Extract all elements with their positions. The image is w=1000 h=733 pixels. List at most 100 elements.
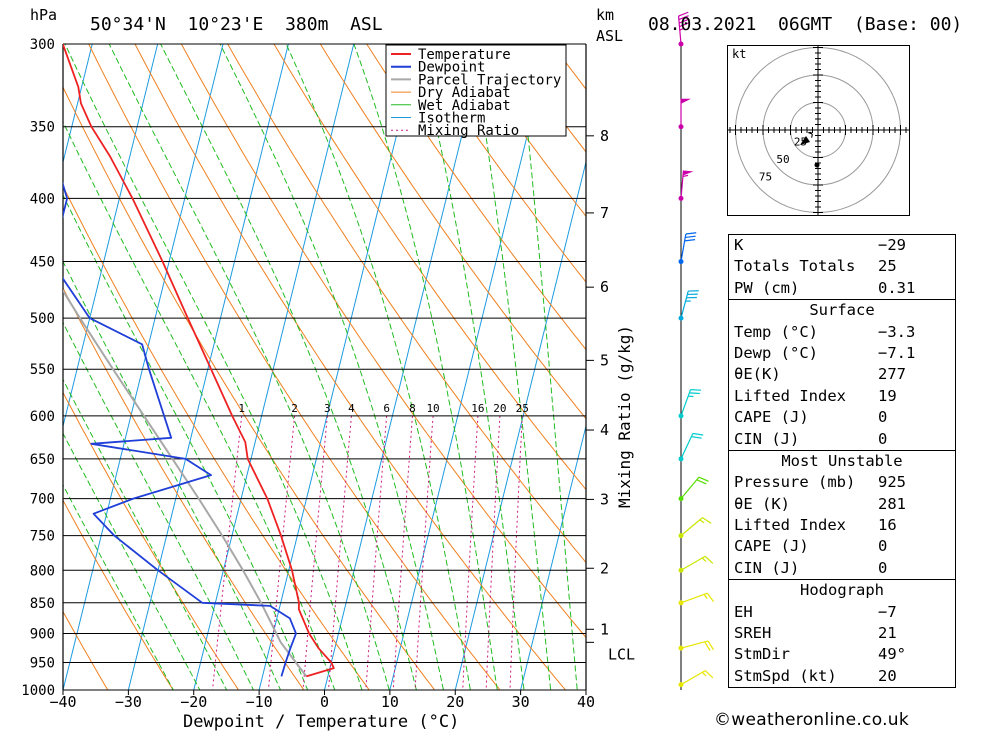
height-tick-label: 2: [600, 559, 609, 577]
wind-barb-staff: [680, 476, 700, 500]
index-row: Totals Totals 25: [729, 256, 955, 277]
x-tick-label: 10: [381, 693, 399, 711]
index-row: CAPE (J) 0: [729, 407, 955, 428]
dewpoint-line: [63, 181, 297, 677]
mixing-ratio-line: [462, 415, 479, 690]
wet-adiabat-line: [518, 44, 578, 690]
index-row: EH −7: [729, 602, 955, 623]
index-value: −7: [878, 602, 897, 621]
height-tick-label: 8: [600, 127, 609, 145]
mixing-ratio-line: [509, 415, 523, 690]
isotherm-line: [63, 44, 159, 429]
index-value: 0.31: [878, 278, 916, 297]
wind-barb-staff: [680, 592, 708, 604]
index-value: 21: [878, 624, 897, 643]
mixing-ratio-label: 6: [383, 402, 390, 415]
pressure-tick-label: 600: [30, 409, 55, 425]
asl-label: ASL: [596, 27, 623, 45]
pressure-tick-label: 300: [30, 37, 55, 53]
index-value: 281: [878, 494, 906, 513]
datetime-title: 08.03.2021 06GMT (Base: 00): [648, 14, 962, 35]
x-tick-label: −40: [49, 693, 76, 711]
mixing-ratio-label: 25: [516, 402, 529, 415]
surface-title: Surface: [729, 299, 955, 321]
isotherm-line: [193, 44, 355, 690]
index-value: 0: [878, 558, 888, 577]
wind-barb-flag: [704, 670, 714, 679]
index-row: CIN (J) 0: [729, 558, 955, 579]
mixing-ratio-axis-label: Mixing Ratio (g/kg): [615, 325, 634, 508]
indices-hodograph-block: EH −7 SREH 21 StmDir 49° StmSpd (kt) 20: [729, 602, 955, 688]
wind-barb-half-flag: [701, 671, 707, 677]
height-tick-label: 5: [600, 351, 609, 369]
mixing-ratio-line: [392, 415, 413, 690]
wind-barb-pennant: [683, 170, 694, 176]
index-row: Lifted Index 19: [729, 386, 955, 407]
pressure-tick-label: 650: [30, 452, 55, 468]
hodograph: kt 25 50 75: [727, 45, 910, 216]
mixing-ratio-label: 3: [324, 402, 331, 415]
isotherm-line: [454, 160, 586, 690]
index-row: SREH 21: [729, 623, 955, 644]
indices-top-block: K −29 Totals Totals 25 PW (cm) 0.31: [729, 235, 955, 299]
copyright-footer: ©weatheronline.co.uk: [714, 710, 910, 730]
index-row: Pressure (mb) 925: [729, 472, 955, 493]
pressure-tick-label: 500: [30, 311, 55, 327]
mixing-ratio-label: 20: [493, 402, 506, 415]
wind-barb-flag: [690, 389, 702, 391]
index-label: StmSpd (kt): [734, 666, 837, 685]
wind-barb: [678, 670, 714, 688]
mixing-ratio-label: 10: [426, 402, 439, 415]
dry-adiabat-line: [412, 44, 586, 283]
height-tick-label: 4: [600, 421, 609, 439]
pressure-tick-label: 450: [30, 255, 55, 271]
index-label: CAPE (J): [734, 408, 809, 427]
legend-entry: Dewpoint: [418, 60, 485, 76]
isotherm-line: [585, 687, 586, 690]
mixing-ratio-line: [365, 415, 388, 690]
wind-barb-dot: [678, 124, 684, 130]
wind-barb: [678, 517, 712, 539]
wind-barb-flag: [707, 640, 715, 651]
index-row: CAPE (J) 0: [729, 536, 955, 557]
wind-barb: [678, 232, 697, 265]
indices-most-unstable-block: Pressure (mb) 925 θE (K) 281 Lifted Index 16 C…: [729, 472, 955, 579]
isotherm-line: [63, 44, 224, 690]
pressure-tick-label: 550: [30, 362, 55, 378]
legend-entry: Parcel Trajectory: [418, 72, 561, 88]
index-value: 0: [878, 408, 888, 427]
wind-barb: [678, 555, 714, 573]
index-label: CAPE (J): [734, 537, 809, 556]
dry-adiabat-line: [319, 44, 586, 420]
wind-barb: [678, 98, 691, 130]
x-tick-label: −30: [115, 693, 142, 711]
wind-barb: [677, 11, 690, 47]
index-value: 25: [878, 257, 897, 276]
index-label: θE(K): [734, 365, 781, 384]
pressure-tick-label: 850: [30, 596, 55, 612]
legend-entry: Dry Adiabat: [418, 85, 511, 101]
pressure-tick-label: 900: [30, 626, 55, 642]
pressure-tick-label: 400: [30, 191, 55, 207]
index-row: θE(K) 277: [729, 364, 955, 385]
index-value: 0: [878, 429, 888, 448]
wind-barb-staff: [680, 640, 709, 649]
mixing-ratio-line: [212, 415, 243, 690]
isotherm-line: [127, 44, 289, 690]
wind-barb-flag: [698, 476, 709, 482]
indices-table: K −29 Totals Totals 25 PW (cm) 0.31 Surface T…: [728, 234, 956, 689]
wind-barb-half-flag: [703, 594, 708, 599]
x-tick-label: −20: [180, 693, 207, 711]
index-value: 49°: [878, 645, 906, 664]
index-value: 277: [878, 365, 906, 384]
index-row: CIN (J) 0: [729, 429, 955, 450]
wind-barb-flag: [702, 517, 712, 524]
wind-barb-flag: [685, 235, 696, 239]
wind-barb-half-flag: [682, 174, 689, 178]
index-row: K −29: [729, 235, 955, 256]
mixing-ratio-line: [328, 415, 352, 690]
mixing-ratio-line: [414, 415, 434, 690]
index-label: K: [734, 236, 744, 254]
most-unstable-title: Most Unstable: [729, 449, 955, 472]
